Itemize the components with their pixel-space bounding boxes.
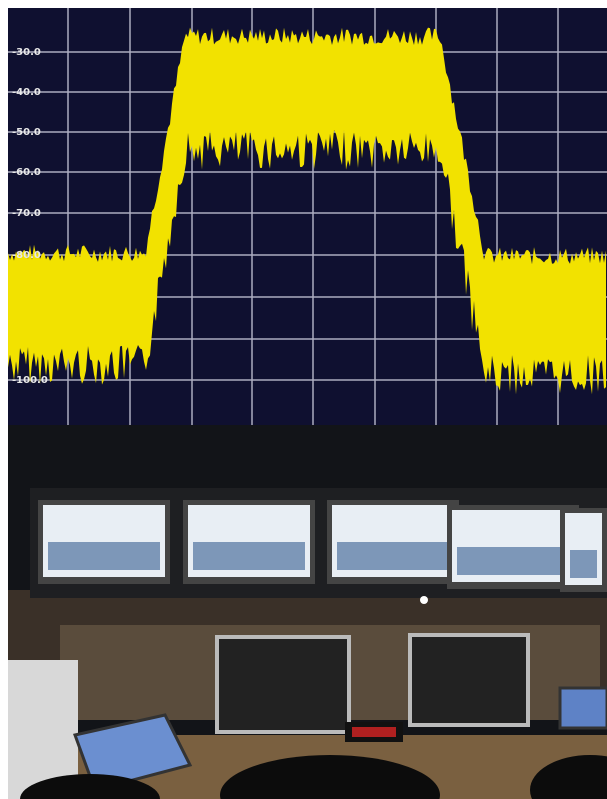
monitor <box>410 635 528 725</box>
screen-content <box>337 542 449 570</box>
monitor <box>217 637 349 732</box>
y-tick-label: -80.0 <box>12 250 41 261</box>
y-tick-label: -50.0 <box>12 127 41 138</box>
screen-content <box>48 542 160 570</box>
screen-content <box>570 550 597 578</box>
screen-content <box>457 547 569 575</box>
y-tick-label: -30.0 <box>12 47 41 58</box>
y-tick-label: -60.0 <box>12 167 41 178</box>
page: {"spectrum": {"y_tick_labels": ["-30.0",… <box>0 0 607 799</box>
screen-content <box>193 542 305 570</box>
light <box>420 596 428 604</box>
spectrum-panel: -30.0 -40.0 -50.0 -60.0 -70.0 -80.0 -100.0 <box>8 8 607 425</box>
laptop <box>560 688 607 728</box>
y-tick-label: -40.0 <box>12 87 41 98</box>
y-tick-label: -70.0 <box>12 208 41 219</box>
control-room-photo <box>8 425 607 799</box>
clock-display <box>352 727 396 737</box>
y-tick-label: -100.0 <box>12 375 48 386</box>
composite-image: -30.0 -40.0 -50.0 -60.0 -70.0 -80.0 -100.0 <box>0 0 607 799</box>
